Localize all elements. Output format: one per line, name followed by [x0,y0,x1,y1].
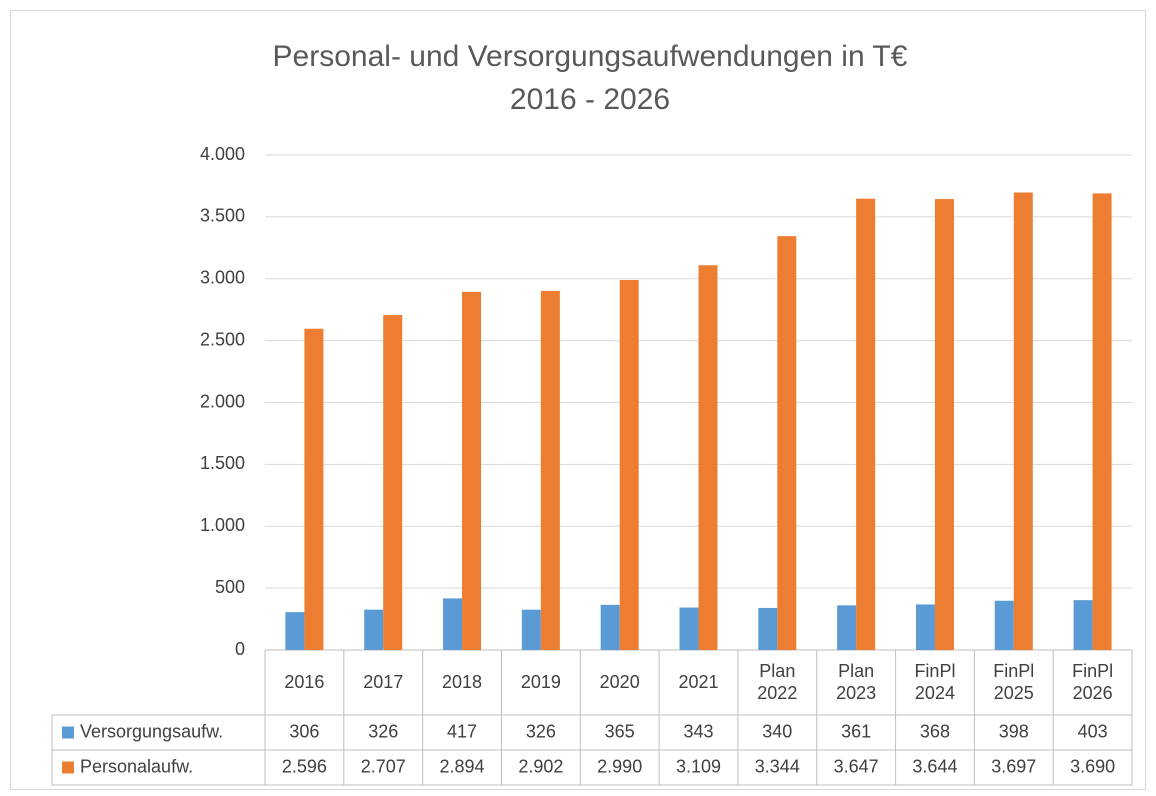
table-value: 2.894 [440,756,485,776]
legend-key [62,726,74,739]
bar [285,612,305,650]
bar [383,315,403,650]
bar [777,236,797,650]
table-value: 3.697 [991,756,1036,776]
bar [915,604,935,650]
table-value: 398 [999,721,1029,741]
bar [462,291,482,650]
legend-key [62,761,74,774]
x-tick-label: 2017 [363,672,403,692]
table-value: 365 [605,721,635,741]
bar [837,605,857,650]
table-value: 3.690 [1070,756,1115,776]
table-value: 3.644 [912,756,957,776]
legend-label: Versorgungsaufw. [80,721,223,741]
table-value: 368 [920,721,950,741]
chart-border [10,10,1146,790]
bar [521,609,541,650]
y-tick-label: 2.000 [200,391,245,411]
x-tick-label: FinPl 2024 [914,661,955,703]
y-tick-label: 3.500 [200,206,245,226]
table-value: 3.647 [834,756,879,776]
bar [619,279,639,650]
x-tick-label: Plan 2022 [757,661,797,703]
x-tick-label: FinPl 2026 [1072,661,1113,703]
bar [698,265,718,650]
table-value: 417 [447,721,477,741]
bar [1013,192,1033,650]
y-tick-label: 0 [235,639,245,659]
bar [856,198,876,650]
y-tick-label: 2.500 [200,329,245,349]
bar [994,600,1014,650]
table-value: 361 [841,721,871,741]
bar [600,604,620,650]
y-tick-label: 500 [215,577,245,597]
table-value: 3.344 [755,756,800,776]
bar [443,598,463,650]
table-value: 343 [683,721,713,741]
x-tick-label: 2020 [600,672,640,692]
x-tick-label: 2016 [284,672,324,692]
table-value: 2.596 [282,756,327,776]
table-value: 2.902 [518,756,563,776]
table-value: 306 [289,721,319,741]
chart-subtitle: 2016 - 2026 [510,83,670,116]
bar [304,328,324,650]
bar [540,290,560,650]
bar [934,199,954,650]
bar [1073,600,1093,650]
chart-title: Personal- und Versorgungsaufwendungen in… [273,40,908,73]
y-tick-label: 4.000 [200,144,245,164]
y-tick-label: 1.000 [200,515,245,535]
x-tick-label: Plan 2023 [836,661,876,703]
table-value: 403 [1078,721,1108,741]
bar [679,607,699,650]
table-value: 2.990 [597,756,642,776]
x-tick-label: 2021 [678,672,718,692]
bar [364,609,384,650]
x-tick-label: FinPl 2025 [993,661,1034,703]
table-value: 2.707 [361,756,406,776]
bar [1092,193,1112,651]
bar [758,607,778,650]
table-value: 326 [368,721,398,741]
table-value: 340 [762,721,792,741]
y-tick-label: 3.000 [200,268,245,288]
legend-label: Personalaufw. [80,756,193,776]
table-value: 326 [526,721,556,741]
y-tick-label: 1.500 [200,453,245,473]
x-tick-label: 2018 [442,672,482,692]
x-tick-label: 2019 [521,672,561,692]
table-value: 3.109 [676,756,721,776]
